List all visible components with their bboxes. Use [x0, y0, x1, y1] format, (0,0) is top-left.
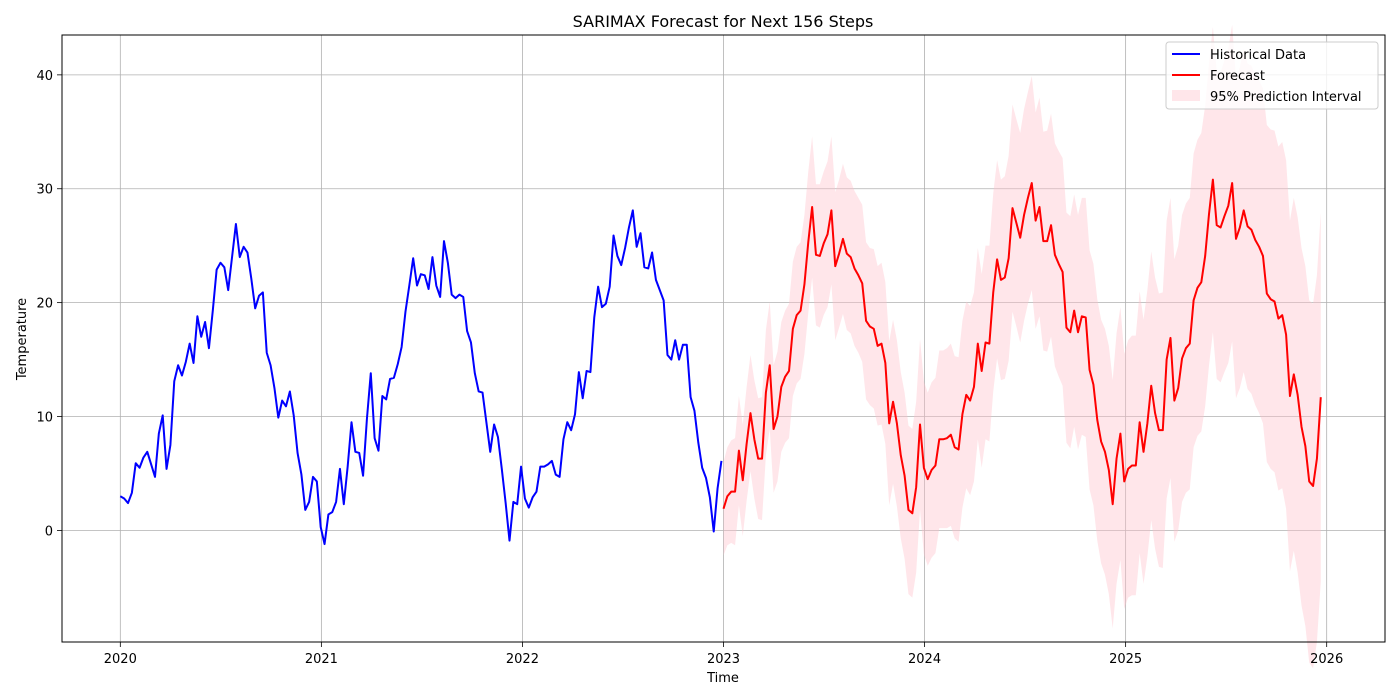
- chart-title: SARIMAX Forecast for Next 156 Steps: [573, 12, 874, 31]
- legend-label-historical: Historical Data: [1210, 48, 1306, 63]
- y-tick-label: 30: [36, 183, 53, 198]
- x-tick-label: 2026: [1310, 652, 1343, 667]
- grid-lines: [62, 35, 1385, 642]
- axis-ticks: 2020 2021 2022 2023 2024 2025 2026 0 10 20 30 40: [36, 69, 1343, 667]
- legend: Historical Data Forecast 95% Prediction …: [1165, 41, 1379, 110]
- legend-swatch-interval: [1172, 90, 1200, 101]
- x-tick-label: 2022: [506, 652, 539, 667]
- legend-box: [1165, 41, 1379, 110]
- x-tick-label: 2023: [707, 652, 740, 667]
- y-tick-label: 20: [36, 297, 53, 312]
- series-lines: [119, 178, 1322, 546]
- y-tick-label: 40: [36, 69, 53, 84]
- y-tick-label: 0: [45, 524, 53, 539]
- legend-label-forecast: Forecast: [1210, 69, 1265, 84]
- x-tick-label: 2020: [104, 652, 137, 667]
- x-tick-label: 2021: [305, 652, 338, 667]
- historical-data-line: [119, 209, 723, 546]
- y-axis-label: Temperature: [15, 298, 30, 381]
- x-tick-label: 2025: [1109, 652, 1142, 667]
- x-tick-label: 2024: [908, 652, 941, 667]
- legend-label-interval: 95% Prediction Interval: [1210, 90, 1362, 105]
- y-tick-label: 10: [36, 411, 53, 426]
- forecast-line: [722, 178, 1322, 515]
- x-axis-label: Time: [706, 671, 739, 686]
